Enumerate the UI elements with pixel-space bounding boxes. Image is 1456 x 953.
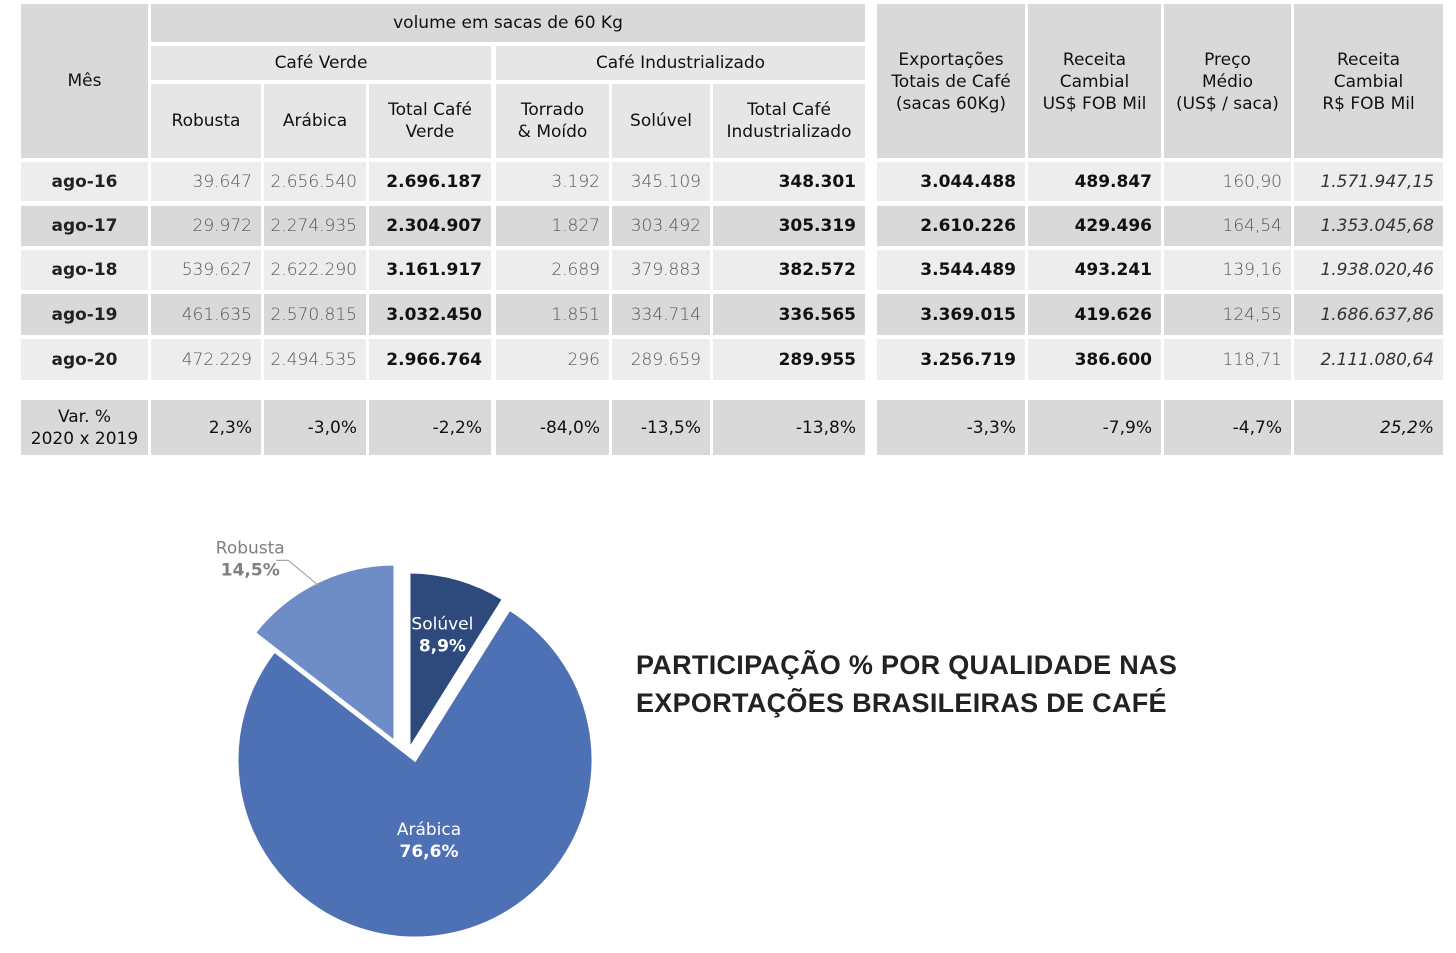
- cell-receita-usd-row-2: 429.496: [1028, 206, 1161, 246]
- chart-title-line-2: EXPORTAÇÕES BRASILEIRAS DE CAFÉ: [636, 688, 1167, 718]
- cell-arabica-row-2: 2.274.935: [264, 206, 366, 246]
- header-arabica: Arábica: [264, 84, 366, 158]
- header-exportacoes: Exportações Totais de Café (sacas 60Kg): [877, 4, 1025, 158]
- cell-total-industrializado-row-5: 289.955: [713, 339, 865, 380]
- cell-soluvel-row-4: 334.714: [612, 294, 710, 335]
- header-total-industrializado: Total Café Industrializado: [713, 84, 865, 158]
- cell-mes-row-5: ago-20: [21, 339, 148, 380]
- cell-mes-row-2: ago-17: [21, 206, 148, 246]
- cell-mes-row-4: ago-19: [21, 294, 148, 335]
- cell-torrado-row-3: 2.689: [496, 250, 609, 290]
- header-volume: volume em sacas de 60 Kg: [151, 4, 865, 42]
- cell-robusta-row-2: 29.972: [151, 206, 261, 246]
- cell-torrado-row-5: 296: [496, 339, 609, 380]
- cell-preco-medio-row-4: 124,55: [1164, 294, 1291, 335]
- cell-exportacoes-row-4: 3.369.015: [877, 294, 1025, 335]
- cell-mes-row-3: ago-18: [21, 250, 148, 290]
- cell-soluvel-row-2: 303.492: [612, 206, 710, 246]
- var-torrado: -84,0%: [496, 400, 609, 455]
- cell-arabica-row-1: 2.656.540: [264, 162, 366, 201]
- cell-robusta-row-3: 539.627: [151, 250, 261, 290]
- cell-torrado-row-1: 3.192: [496, 162, 609, 201]
- cell-soluvel-row-5: 289.659: [612, 339, 710, 380]
- cell-mes-row-1: ago-16: [21, 162, 148, 201]
- cell-preco-medio-row-5: 118,71: [1164, 339, 1291, 380]
- header-cafe-verde: Café Verde: [151, 46, 491, 80]
- pie-slice-robusta: [252, 562, 397, 746]
- cell-torrado-row-2: 1.827: [496, 206, 609, 246]
- cell-preco-medio-row-1: 160,90: [1164, 162, 1291, 201]
- header-preco-medio: Preço Médio (US$ / saca): [1164, 4, 1291, 158]
- cell-total-industrializado-row-3: 382.572: [713, 250, 865, 290]
- cell-total-verde-row-2: 2.304.907: [369, 206, 491, 246]
- cell-preco-medio-row-2: 164,54: [1164, 206, 1291, 246]
- cell-exportacoes-row-2: 2.610.226: [877, 206, 1025, 246]
- header-receita-brl: Receita Cambial R$ FOB Mil: [1294, 4, 1443, 158]
- cell-receita-usd-row-4: 419.626: [1028, 294, 1161, 335]
- cell-exportacoes-row-3: 3.544.489: [877, 250, 1025, 290]
- cell-robusta-row-1: 39.647: [151, 162, 261, 201]
- header-mes: Mês: [21, 4, 148, 158]
- cell-soluvel-row-3: 379.883: [612, 250, 710, 290]
- pie-label-name-robusta: Robusta: [216, 538, 285, 558]
- cell-robusta-row-5: 472.229: [151, 339, 261, 380]
- cell-total-verde-row-3: 3.161.917: [369, 250, 491, 290]
- cell-arabica-row-5: 2.494.535: [264, 339, 366, 380]
- pie-chart-area: Solúvel 8,9% Arábica 76,6% Robusta 14,5% PART…: [0, 470, 1456, 953]
- var-total-industrializado: -13,8%: [713, 400, 865, 455]
- cell-torrado-row-4: 1.851: [496, 294, 609, 335]
- chart-title-line-1: PARTICIPAÇÃO % POR QUALIDADE NAS: [636, 650, 1178, 680]
- cell-arabica-row-4: 2.570.815: [264, 294, 366, 335]
- header-receita-usd: Receita Cambial US$ FOB Mil: [1028, 4, 1161, 158]
- cell-preco-medio-row-3: 139,16: [1164, 250, 1291, 290]
- cell-total-industrializado-row-4: 336.565: [713, 294, 865, 335]
- header-cafe-industrializado: Café Industrializado: [496, 46, 865, 80]
- pie-slice-arabica: [235, 607, 595, 940]
- var-exportacoes: -3,3%: [877, 400, 1025, 455]
- cell-soluvel-row-1: 345.109: [612, 162, 710, 201]
- pie-label-name-soluvel: Solúvel: [411, 615, 473, 635]
- var-soluvel: -13,5%: [612, 400, 710, 455]
- var-receita-usd: -7,9%: [1028, 400, 1161, 455]
- header-robusta: Robusta: [151, 84, 261, 158]
- cell-total-verde-row-1: 2.696.187: [369, 162, 491, 201]
- cell-receita-usd-row-5: 386.600: [1028, 339, 1161, 380]
- header-total-verde: Total Café Verde: [369, 84, 491, 158]
- leader-line-robusta: [276, 559, 319, 586]
- cell-total-verde-row-5: 2.966.764: [369, 339, 491, 380]
- cell-total-verde-row-4: 3.032.450: [369, 294, 491, 335]
- cell-receita-brl-row-2: 1.353.045,68: [1294, 206, 1443, 246]
- cell-receita-usd-row-3: 493.241: [1028, 250, 1161, 290]
- var-mes: Var. % 2020 x 2019: [21, 400, 148, 455]
- header-soluvel: Solúvel: [612, 84, 710, 158]
- var-receita-brl: 25,2%: [1294, 400, 1443, 455]
- cell-receita-brl-row-5: 2.111.080,64: [1294, 339, 1443, 380]
- var-total-verde: -2,2%: [369, 400, 491, 455]
- cell-robusta-row-4: 461.635: [151, 294, 261, 335]
- var-preco-medio: -4,7%: [1164, 400, 1291, 455]
- var-arabica: -3,0%: [264, 400, 366, 455]
- pie-label-value-robusta: 14,5%: [221, 560, 280, 580]
- cell-receita-usd-row-1: 489.847: [1028, 162, 1161, 201]
- cell-total-industrializado-row-2: 305.319: [713, 206, 865, 246]
- cell-exportacoes-row-5: 3.256.719: [877, 339, 1025, 380]
- pie-label-name-arabica: Arábica: [397, 820, 461, 840]
- pie-slice-soluvel: [407, 570, 506, 756]
- header-torrado: Torrado & Moído: [496, 84, 609, 158]
- pie-label-value-soluvel: 8,9%: [419, 637, 466, 657]
- cell-receita-brl-row-1: 1.571.947,15: [1294, 162, 1443, 201]
- cell-exportacoes-row-1: 3.044.488: [877, 162, 1025, 201]
- cell-total-industrializado-row-1: 348.301: [713, 162, 865, 201]
- pie-label-value-arabica: 76,6%: [400, 842, 459, 862]
- var-robusta: 2,3%: [151, 400, 261, 455]
- cell-receita-brl-row-3: 1.938.020,46: [1294, 250, 1443, 290]
- cell-receita-brl-row-4: 1.686.637,86: [1294, 294, 1443, 335]
- cell-arabica-row-3: 2.622.290: [264, 250, 366, 290]
